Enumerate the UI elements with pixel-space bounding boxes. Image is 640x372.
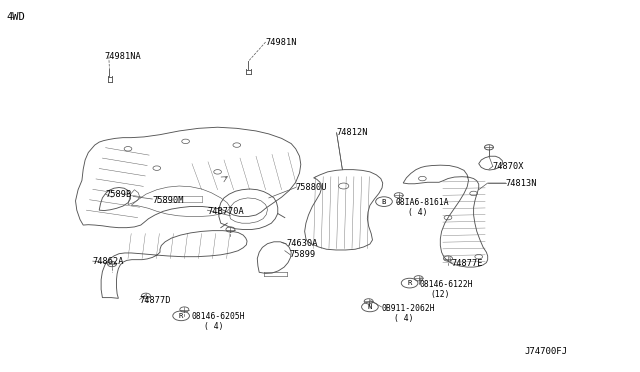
Text: R: R — [179, 313, 183, 319]
Text: 08146-6205H: 08146-6205H — [192, 312, 246, 321]
Text: 74877D: 74877D — [140, 296, 171, 305]
Text: 4WD: 4WD — [6, 12, 25, 22]
Text: 74981N: 74981N — [266, 38, 297, 46]
Text: 74813N: 74813N — [506, 179, 537, 187]
Text: (12): (12) — [430, 290, 449, 299]
Text: N: N — [368, 304, 372, 310]
Text: 08IA6-8161A: 08IA6-8161A — [396, 198, 449, 207]
Text: 74981NA: 74981NA — [104, 52, 141, 61]
Text: 74B770A: 74B770A — [207, 207, 244, 216]
Text: R: R — [408, 280, 412, 286]
Text: 0B911-2062H: 0B911-2062H — [381, 304, 435, 312]
Text: 74812N: 74812N — [337, 128, 368, 137]
Text: 74862A: 74862A — [93, 257, 124, 266]
Text: B: B — [382, 199, 386, 205]
Text: ( 4): ( 4) — [204, 323, 223, 331]
Text: ( 4): ( 4) — [394, 314, 413, 323]
Text: 75899: 75899 — [290, 250, 316, 259]
Text: ( 4): ( 4) — [408, 208, 428, 217]
Text: 74877E: 74877E — [451, 259, 483, 268]
Text: 75880U: 75880U — [296, 183, 327, 192]
Text: J74700FJ: J74700FJ — [525, 347, 568, 356]
Text: 08146-6122H: 08146-6122H — [420, 280, 474, 289]
Text: 75890M: 75890M — [152, 196, 184, 205]
Text: 74630A: 74630A — [286, 239, 317, 248]
Text: 7589B: 7589B — [106, 190, 132, 199]
Text: 74870X: 74870X — [493, 162, 524, 171]
